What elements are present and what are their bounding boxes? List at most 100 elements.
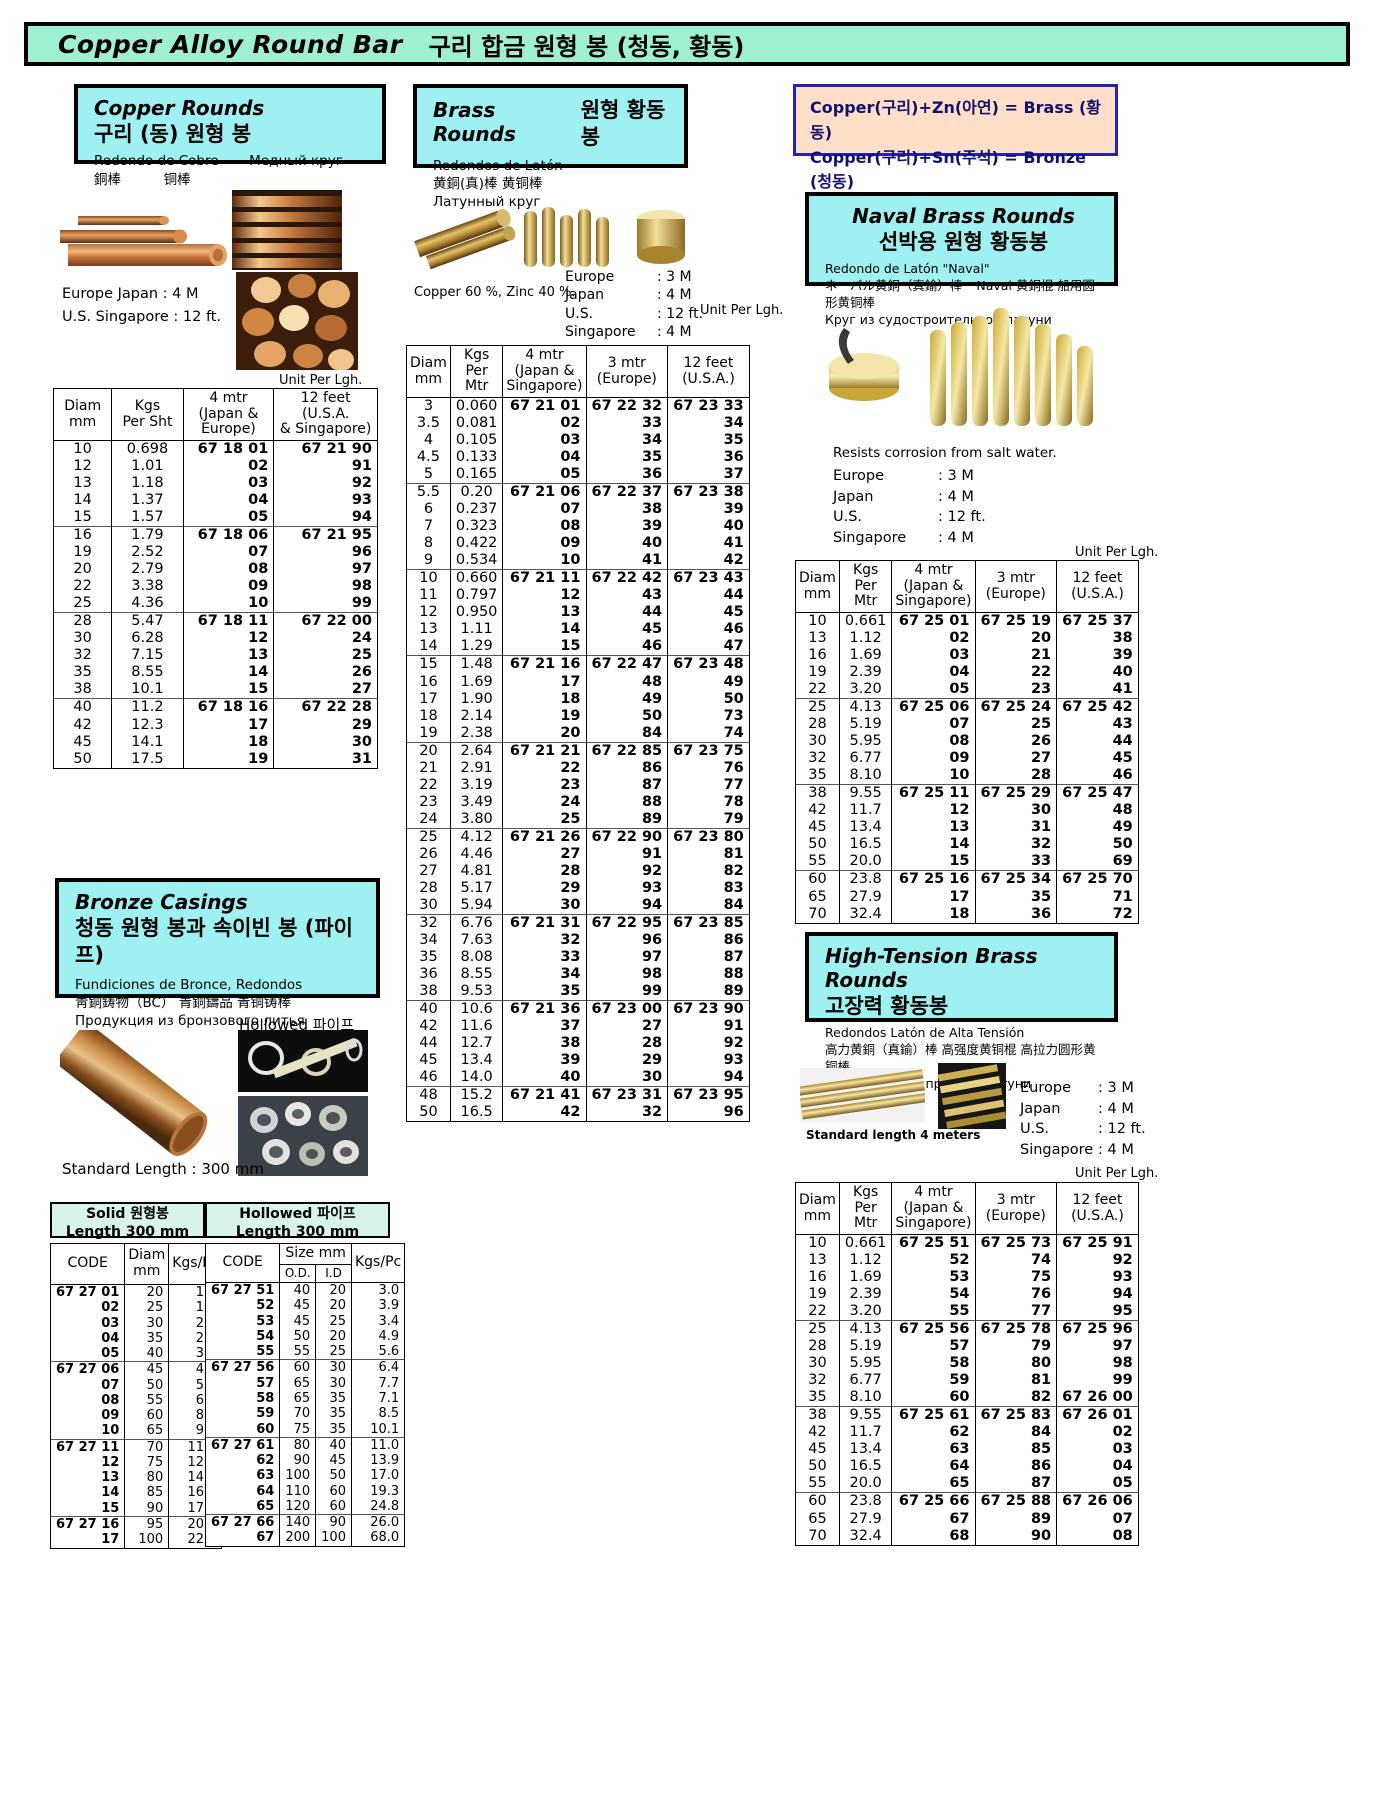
- table-cell: 54: [891, 1286, 975, 1304]
- table-cell: 85: [974, 1441, 1057, 1459]
- table-cell: 76: [667, 759, 750, 777]
- table-row: 32 6.77 09 27 45: [795, 750, 1139, 768]
- table-cell: 35: [974, 888, 1057, 906]
- table-row: 09608.1: [49, 1408, 223, 1424]
- table-cell: 42: [502, 1104, 586, 1123]
- table-cell: 98: [585, 966, 668, 984]
- table-row: 67 27 01201.0: [49, 1284, 223, 1301]
- table-cell: 120: [279, 1498, 316, 1515]
- table-cell: 64: [204, 1483, 280, 1499]
- table-cell: 09: [502, 535, 586, 553]
- table-row: 45 13.4 63 85 03: [795, 1441, 1139, 1459]
- table-cell: 14: [891, 836, 975, 854]
- table-cell: 0.237: [449, 501, 503, 519]
- table-row: 22 3.20 55 77 95: [795, 1303, 1139, 1321]
- table-cell: 07: [49, 1377, 125, 1393]
- bronze-solid-table-title: Solid 원형봉 Length 300 mm: [50, 1202, 205, 1240]
- ht-length-place-3: Singapore: [1020, 1141, 1094, 1158]
- table-cell: 22: [52, 578, 112, 596]
- table-cell: 28: [502, 862, 586, 880]
- formula-bronze: Copper(구리)+Sn(주석) = Bronze (청동): [810, 147, 1087, 192]
- table-cell: 95: [1056, 1303, 1139, 1321]
- table-cell: 1.29: [449, 638, 503, 656]
- table-cell: 96: [585, 931, 668, 950]
- table-row: 70 32.4 18 36 72: [795, 905, 1139, 924]
- high-tension-table: Diam mm Kgs Per Mtr 4 mtr (Japan & Singapore) 3…: [795, 1181, 1139, 1546]
- table-cell: 40: [315, 1436, 352, 1454]
- table-cell: 10: [795, 1234, 840, 1253]
- table-row: 25 4.13 67 25 56 67 25 78 67 25 96: [795, 1320, 1139, 1339]
- column-header: 12 feet (U.S.A. & Singapore): [273, 387, 378, 442]
- table-cell: 67 25 91: [1056, 1234, 1139, 1253]
- table-cell: 04: [49, 1330, 125, 1347]
- table-cell: 67 18 01: [182, 440, 274, 459]
- table-cell: 04: [502, 449, 586, 467]
- table-row: 3 0.060 67 21 01 67 22 32 67 23 33: [406, 397, 750, 416]
- table-row: 18 2.14 19 50 73: [406, 707, 750, 725]
- table-cell: 67 27 51: [204, 1282, 280, 1299]
- table-cell: 32.4: [838, 1527, 892, 1546]
- table-row: 32 7.15 13 25: [52, 647, 378, 665]
- table-cell: 50: [279, 1328, 316, 1345]
- table-cell: 1.69: [838, 1269, 892, 1287]
- table-cell: 10.1: [350, 1421, 406, 1438]
- table-cell: 13: [795, 1252, 840, 1270]
- table-cell: 79: [974, 1338, 1057, 1356]
- table-cell: 90: [974, 1527, 1057, 1546]
- high-tension-sub-es: Redondos Latón de Alta Tensión: [825, 1025, 1025, 1041]
- table-cell: 97: [273, 561, 378, 579]
- table-cell: 38: [52, 681, 112, 699]
- high-tension-heading-en: High-Tension Brass Rounds: [825, 944, 1038, 992]
- table-cell: 36: [667, 449, 750, 467]
- table-cell: 45: [52, 733, 112, 751]
- table-cell: 58: [204, 1390, 280, 1407]
- table-cell: 33: [585, 415, 668, 433]
- table-cell: 49: [1056, 819, 1139, 837]
- table-cell: 89: [667, 983, 750, 1001]
- table-cell: 8.55: [111, 664, 184, 682]
- table-cell: 19: [52, 544, 112, 562]
- column-header: I.D: [315, 1263, 352, 1284]
- bronze-castings-heading-box: Bronze Casings 청동 원형 봉과 속이빈 봉 (파이프) Fund…: [55, 878, 380, 1029]
- table-cell: 68.0: [350, 1530, 406, 1547]
- table-cell: 84: [974, 1424, 1057, 1442]
- table-cell: 52: [204, 1298, 280, 1314]
- table-cell: 27: [273, 681, 378, 699]
- table-cell: 98: [273, 578, 378, 596]
- table-row: 02251.5: [49, 1300, 223, 1316]
- table-row: 08556.8: [49, 1392, 223, 1409]
- table-cell: 44: [406, 1035, 451, 1053]
- table-cell: 67 25 06: [891, 698, 975, 717]
- table-cell: 65: [204, 1498, 280, 1515]
- naval-brass-table: Diam mm Kgs Per Mtr 4 mtr (Japan & Singapore) 3…: [795, 559, 1139, 924]
- brass-rounds-heading-kr: 원형 황동봉: [580, 98, 666, 150]
- table-cell: 25: [974, 716, 1057, 734]
- table-cell: 22: [795, 1303, 840, 1321]
- high-tension-heading-box: High-Tension Brass Rounds 고장력 황동봉 Redond…: [805, 932, 1118, 1091]
- table-row: 55 55 25 5.6: [204, 1344, 406, 1360]
- table-cell: 49: [585, 690, 668, 708]
- table-cell: 13.4: [449, 1052, 503, 1070]
- table-cell: 1.69: [449, 673, 503, 691]
- table-cell: 67 23 43: [667, 569, 750, 588]
- table-cell: 92: [585, 862, 668, 880]
- table-cell: 9.53: [449, 983, 503, 1001]
- table-cell: 67 25 29: [974, 784, 1057, 803]
- table-cell: 23: [974, 681, 1057, 699]
- table-cell: 45: [795, 1441, 840, 1459]
- table-cell: 41: [667, 535, 750, 553]
- table-row: 35 8.10 60 82 67 26 00: [795, 1389, 1139, 1407]
- table-row: 35 8.08 33 97 87: [406, 949, 750, 967]
- table-cell: 3.20: [838, 1303, 892, 1321]
- bronze-sub-ru: Продукция из бронзового литья: [75, 1013, 305, 1030]
- table-cell: 08: [182, 561, 274, 579]
- table-cell: 24.8: [350, 1498, 406, 1515]
- table-cell: 76: [974, 1286, 1057, 1304]
- table-cell: 45: [279, 1313, 316, 1329]
- table-cell: 0.661: [838, 1234, 892, 1253]
- brass-unit-label: Unit Per Lgh.: [700, 303, 784, 318]
- table-cell: 0.165: [449, 466, 503, 484]
- table-cell: 07: [502, 501, 586, 519]
- table-cell: 74: [667, 724, 750, 743]
- table-cell: 98: [1056, 1355, 1139, 1373]
